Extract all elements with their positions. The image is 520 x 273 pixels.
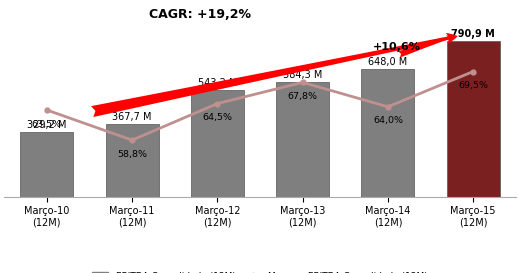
- Bar: [191, 90, 244, 197]
- Text: 367,7 M: 367,7 M: [112, 112, 152, 122]
- Text: 58,8%: 58,8%: [117, 150, 147, 159]
- Text: 64,5%: 64,5%: [202, 113, 232, 122]
- Text: CAGR: +19,2%: CAGR: +19,2%: [149, 8, 251, 21]
- Text: +10,6%: +10,6%: [372, 42, 420, 52]
- Legend: EBITDA Consolidado (12M), Margem EBITDA Consolidado (12M): EBITDA Consolidado (12M), Margem EBITDA …: [88, 268, 432, 273]
- Text: 648,0 M: 648,0 M: [368, 57, 408, 67]
- Text: 543,2 M: 543,2 M: [198, 78, 237, 88]
- Text: 64,0%: 64,0%: [373, 116, 403, 125]
- Text: 63,5%: 63,5%: [32, 120, 62, 129]
- Bar: [361, 69, 414, 197]
- Bar: [106, 124, 159, 197]
- Bar: [20, 132, 73, 197]
- Text: 69,5%: 69,5%: [458, 81, 488, 90]
- Text: 67,8%: 67,8%: [288, 92, 318, 101]
- Bar: [276, 82, 329, 197]
- Text: 790,9 M: 790,9 M: [451, 29, 495, 39]
- Text: 584,3 M: 584,3 M: [283, 70, 322, 80]
- Bar: [447, 41, 500, 197]
- Text: 329,2 M: 329,2 M: [27, 120, 67, 130]
